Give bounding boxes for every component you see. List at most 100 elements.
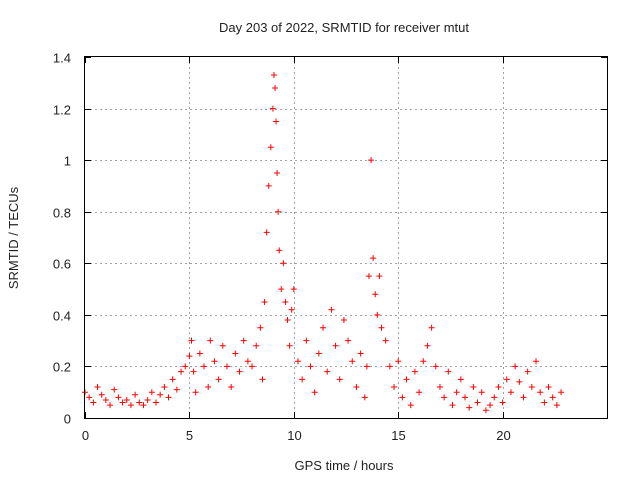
data-point — [537, 389, 544, 396]
data-point — [259, 376, 266, 383]
data-point — [294, 358, 301, 365]
y-tick-label: 0.8 — [53, 206, 71, 221]
data-point — [190, 368, 197, 375]
data-point — [399, 394, 406, 401]
data-point — [267, 144, 274, 151]
data-point — [280, 260, 287, 267]
data-point — [470, 384, 477, 391]
data-point — [236, 368, 243, 375]
data-point — [196, 350, 203, 357]
data-point — [102, 396, 109, 403]
x-tick-label: 0 — [82, 428, 89, 443]
data-point — [357, 350, 364, 357]
data-point — [178, 368, 185, 375]
data-point — [161, 384, 168, 391]
data-point — [111, 386, 118, 393]
x-axis-label: GPS time / hours — [295, 458, 394, 473]
data-point — [136, 399, 143, 406]
data-point — [457, 376, 464, 383]
y-tick-label: 0.2 — [53, 360, 71, 375]
data-point — [370, 255, 377, 262]
data-point — [453, 389, 460, 396]
plot-frame — [84, 56, 608, 419]
data-point — [363, 363, 370, 370]
data-point — [253, 342, 260, 349]
data-point — [119, 399, 126, 406]
x-tick-labels: 0 5 10 15 20 — [82, 428, 511, 443]
data-point — [416, 389, 423, 396]
data-point — [391, 384, 398, 391]
x-tick-label: 15 — [391, 428, 405, 443]
data-point — [201, 363, 208, 370]
data-point — [478, 389, 485, 396]
data-point — [90, 399, 97, 406]
y-tick-label: 0 — [64, 412, 71, 427]
data-point — [165, 394, 172, 401]
data-point — [349, 358, 356, 365]
data-point — [115, 394, 122, 401]
y-axis-label: SRMTID / TECUs — [6, 186, 21, 289]
data-point — [269, 105, 276, 112]
data-point — [98, 391, 105, 398]
data-point — [368, 157, 375, 164]
data-point — [403, 376, 410, 383]
y-tick-label: 1.4 — [53, 51, 71, 66]
data-point — [182, 363, 189, 370]
data-point — [207, 337, 214, 344]
x-tick-label: 20 — [496, 428, 510, 443]
data-point — [324, 368, 331, 375]
data-point — [219, 342, 226, 349]
grid-lines — [85, 57, 607, 418]
data-point — [503, 376, 510, 383]
data-point — [94, 384, 101, 391]
data-point — [157, 391, 164, 398]
data-point — [336, 376, 343, 383]
data-point — [411, 368, 418, 375]
data-point — [288, 306, 295, 313]
data-point — [420, 358, 427, 365]
data-point — [549, 394, 556, 401]
data-point — [487, 402, 494, 409]
data-point — [192, 389, 199, 396]
data-point — [284, 317, 291, 324]
x-tick-label: 10 — [287, 428, 301, 443]
data-point — [361, 394, 368, 401]
data-point — [211, 358, 218, 365]
data-point — [462, 394, 469, 401]
data-point — [270, 72, 277, 79]
data-point — [436, 384, 443, 391]
data-point — [127, 402, 134, 409]
data-point — [374, 311, 381, 318]
series-srmtid — [82, 72, 565, 414]
data-point — [299, 376, 306, 383]
data-point — [432, 363, 439, 370]
data-point — [491, 394, 498, 401]
data-point — [205, 384, 212, 391]
data-point — [495, 384, 502, 391]
data-point — [244, 358, 251, 365]
data-point — [303, 337, 310, 344]
data-point — [499, 399, 506, 406]
data-point — [528, 384, 535, 391]
data-point — [86, 394, 93, 401]
data-point — [512, 363, 519, 370]
data-point — [428, 324, 435, 331]
data-point — [257, 324, 264, 331]
data-point — [395, 358, 402, 365]
data-point — [240, 337, 247, 344]
data-point — [144, 396, 151, 403]
y-tick-label: 1.2 — [53, 103, 71, 118]
data-point — [282, 298, 289, 305]
data-point — [320, 324, 327, 331]
data-point — [249, 363, 256, 370]
data-point — [376, 273, 383, 280]
data-point — [169, 376, 176, 383]
data-point — [140, 402, 147, 409]
data-point — [315, 350, 322, 357]
data-point — [276, 247, 283, 254]
data-point — [345, 337, 352, 344]
data-point — [424, 342, 431, 349]
data-point — [365, 273, 372, 280]
data-point — [449, 402, 456, 409]
